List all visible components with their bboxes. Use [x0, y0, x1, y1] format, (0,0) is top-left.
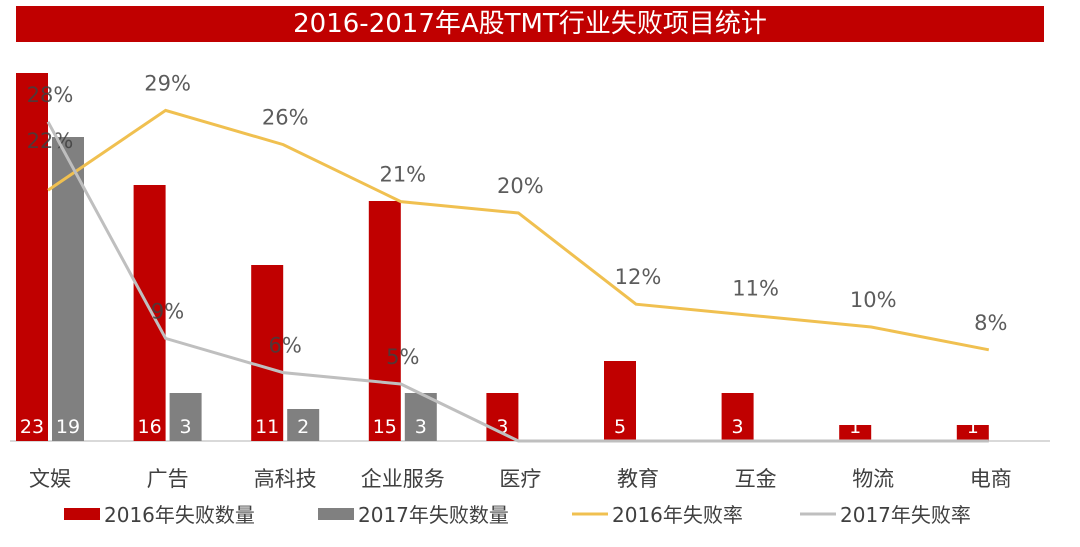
- line-2017-rate: [46, 121, 989, 443]
- bar-value-label: 5: [614, 416, 626, 438]
- line-2016-rate: [47, 108, 990, 352]
- rate-label: 11%: [732, 277, 779, 301]
- legend-swatch: [64, 508, 100, 520]
- legend-label: 2016年失败数量: [104, 503, 255, 527]
- bar-value-label: 3: [180, 416, 192, 438]
- bar-value-label: 23: [20, 416, 44, 438]
- rate-label: 6%: [269, 334, 302, 358]
- bar-2017: [52, 137, 84, 441]
- bar-value-label: 15: [373, 416, 397, 438]
- category-label: 电商: [970, 467, 1012, 491]
- bar-value-label: 19: [56, 416, 80, 438]
- category-label: 互金: [735, 467, 777, 491]
- bar-value-label: 2: [297, 416, 309, 438]
- bar-2016: [16, 73, 48, 441]
- bar-2016: [133, 185, 166, 441]
- category-label: 高科技: [254, 467, 317, 491]
- bar-value-label: 3: [415, 416, 427, 438]
- rate-label: 21%: [379, 163, 426, 187]
- rate-label: 22%: [27, 129, 74, 153]
- bar-2016: [721, 393, 754, 441]
- bar-value-label: 11: [255, 416, 279, 438]
- legend-label: 2016年失败率: [612, 503, 743, 527]
- category-label: 教育: [617, 467, 659, 491]
- legend-label: 2017年失败率: [840, 503, 971, 527]
- chart-title: 2016-2017年A股TMT行业失败项目统计: [16, 6, 1044, 42]
- category-label: 物流: [852, 467, 894, 491]
- rate-label: 28%: [27, 83, 74, 107]
- rate-label: 26%: [262, 106, 309, 130]
- category-label: 文娱: [29, 467, 71, 491]
- bar-2017: [169, 393, 202, 441]
- rate-label: 20%: [497, 174, 544, 198]
- rate-label: 8%: [974, 311, 1007, 335]
- rate-label: 5%: [386, 345, 419, 369]
- bar-value-label: 1: [967, 416, 979, 438]
- bar-2016: [604, 361, 636, 441]
- bar-2016: [956, 425, 989, 441]
- bar-2016: [839, 425, 872, 441]
- bar-value-label: 16: [138, 416, 162, 438]
- rate-label: 10%: [850, 288, 897, 312]
- rate-label: 12%: [615, 265, 662, 289]
- bar-2016: [368, 201, 401, 441]
- category-label: 企业服务: [361, 467, 445, 491]
- category-label: 医疗: [499, 467, 541, 491]
- bar-value-label: 3: [732, 416, 744, 438]
- bar-2017: [404, 393, 437, 441]
- rate-label: 29%: [144, 71, 191, 95]
- bar-value-label: 1: [849, 416, 861, 438]
- bar-2016: [251, 265, 284, 441]
- legend-swatch: [318, 508, 354, 520]
- bar-2017: [287, 409, 320, 441]
- rate-label: 9%: [151, 299, 184, 323]
- category-label: 广告: [147, 467, 189, 491]
- legend-label: 2017年失败数量: [358, 503, 509, 527]
